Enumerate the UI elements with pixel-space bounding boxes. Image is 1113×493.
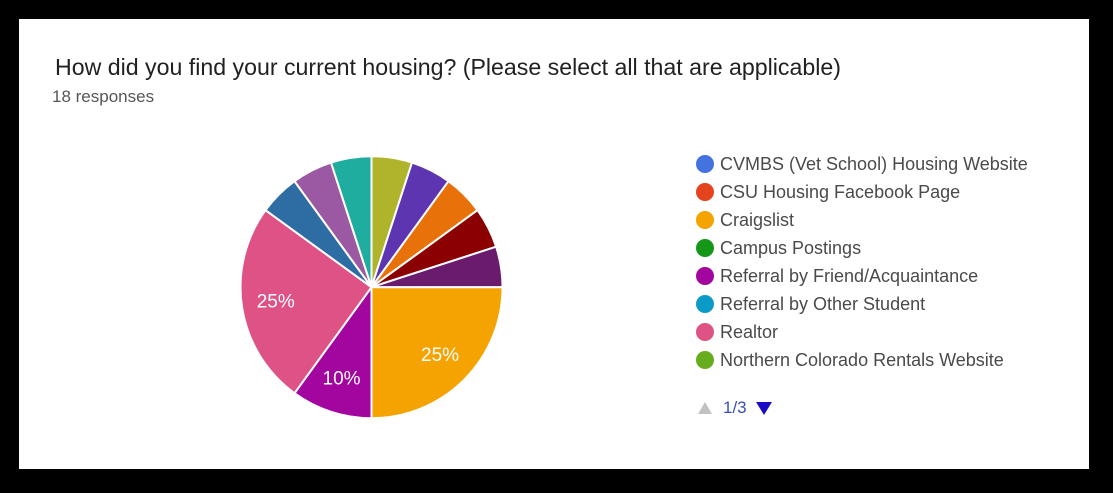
svg-text:25%: 25% xyxy=(421,345,459,366)
svg-text:10%: 10% xyxy=(323,368,361,389)
svg-text:25%: 25% xyxy=(257,291,295,312)
